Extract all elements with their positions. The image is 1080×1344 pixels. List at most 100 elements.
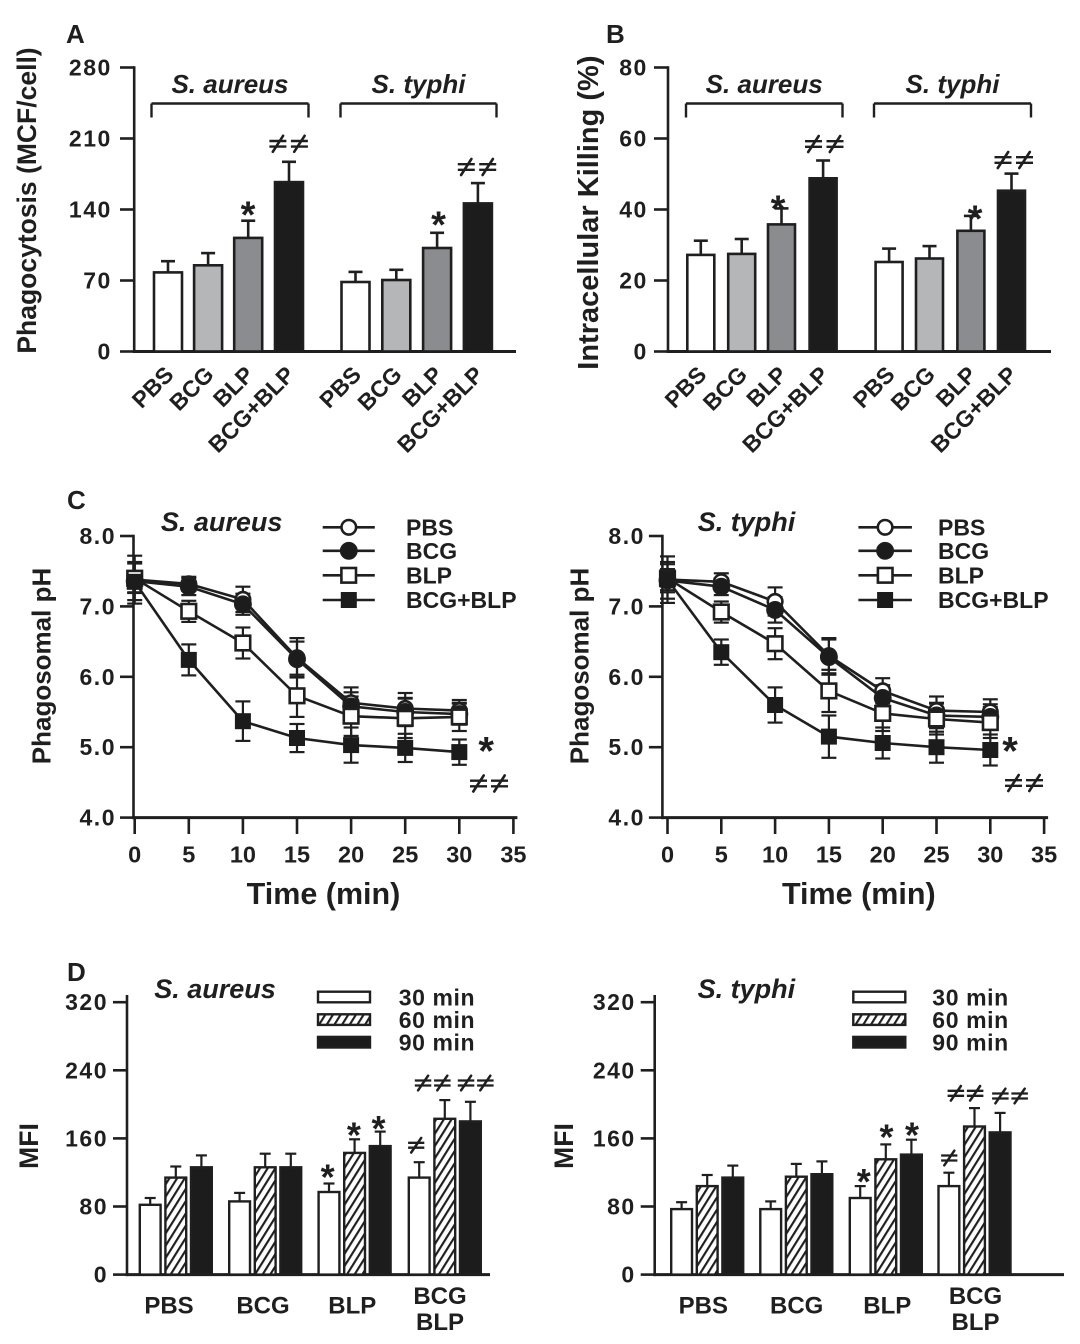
svg-text:BCG: BCG xyxy=(406,538,457,564)
svg-text:*: * xyxy=(347,1115,361,1156)
svg-text:5: 5 xyxy=(715,842,728,868)
svg-text:7.0: 7.0 xyxy=(80,593,116,619)
svg-text:*: * xyxy=(968,199,983,241)
svg-text:60: 60 xyxy=(619,126,648,152)
svg-text:BLP: BLP xyxy=(952,1309,1000,1336)
svg-text:5.0: 5.0 xyxy=(608,734,644,760)
svg-text:BLP: BLP xyxy=(406,563,452,589)
svg-text:25: 25 xyxy=(923,842,949,868)
svg-text:240: 240 xyxy=(593,1057,636,1083)
svg-text:160: 160 xyxy=(65,1125,108,1151)
svg-text:BCG+BLP: BCG+BLP xyxy=(938,587,1049,613)
svg-text:30: 30 xyxy=(977,842,1003,868)
svg-text:15: 15 xyxy=(816,842,842,868)
svg-text:PBS: PBS xyxy=(938,515,985,541)
svg-text:60 min: 60 min xyxy=(399,1007,475,1033)
svg-text:0: 0 xyxy=(128,842,141,868)
svg-text:S. aureus: S. aureus xyxy=(161,507,283,537)
svg-text:10: 10 xyxy=(230,842,256,868)
svg-text:S. aureus: S. aureus xyxy=(171,69,288,99)
svg-text:BCG: BCG xyxy=(413,1283,466,1310)
svg-text:*: * xyxy=(857,1161,871,1202)
svg-text:Phagosomal pH: Phagosomal pH xyxy=(27,568,57,764)
svg-text:PBS: PBS xyxy=(679,1293,728,1320)
svg-text:*: * xyxy=(371,1108,385,1149)
svg-text:8.0: 8.0 xyxy=(608,523,644,549)
svg-text:320: 320 xyxy=(65,989,108,1015)
svg-text:30 min: 30 min xyxy=(399,985,475,1011)
svg-text:PBS: PBS xyxy=(144,1293,193,1320)
svg-text:S. aureus: S. aureus xyxy=(706,69,823,99)
svg-text:80: 80 xyxy=(79,1194,108,1220)
svg-text:S. typhi: S. typhi xyxy=(698,974,796,1004)
svg-text:0: 0 xyxy=(621,1262,635,1288)
svg-text:80: 80 xyxy=(607,1194,636,1220)
svg-text:BLP: BLP xyxy=(938,563,984,589)
svg-text:D: D xyxy=(67,957,86,987)
svg-text:BLP: BLP xyxy=(416,1309,464,1336)
svg-text:30 min: 30 min xyxy=(932,985,1008,1011)
svg-text:*: * xyxy=(241,194,256,236)
svg-text:7.0: 7.0 xyxy=(608,593,644,619)
svg-text:BCG: BCG xyxy=(949,1283,1002,1310)
svg-text:30: 30 xyxy=(446,842,472,868)
svg-text:BCG+BLP: BCG+BLP xyxy=(406,587,517,613)
svg-text:6.0: 6.0 xyxy=(608,664,644,690)
svg-text:A: A xyxy=(66,19,85,49)
svg-text:90 min: 90 min xyxy=(399,1030,475,1056)
svg-text:BLP: BLP xyxy=(328,1293,376,1320)
svg-text:20: 20 xyxy=(619,268,648,294)
svg-text:S. typhi: S. typhi xyxy=(698,507,796,537)
svg-text:BCG: BCG xyxy=(236,1293,289,1320)
svg-text:S. typhi: S. typhi xyxy=(372,69,467,99)
svg-text:8.0: 8.0 xyxy=(80,523,116,549)
svg-text:B: B xyxy=(606,19,625,49)
svg-text:35: 35 xyxy=(1031,842,1057,868)
svg-text:Time (min): Time (min) xyxy=(782,877,936,911)
svg-text:6.0: 6.0 xyxy=(80,664,116,690)
svg-text:4.0: 4.0 xyxy=(80,805,116,831)
svg-text:15: 15 xyxy=(284,842,310,868)
svg-text:4.0: 4.0 xyxy=(608,805,644,831)
svg-text:MFI: MFI xyxy=(549,1123,579,1169)
svg-text:0: 0 xyxy=(98,339,112,365)
svg-text:0: 0 xyxy=(661,842,674,868)
svg-text:*: * xyxy=(879,1117,893,1158)
svg-text:25: 25 xyxy=(392,842,418,868)
svg-text:BCG: BCG xyxy=(938,538,989,564)
svg-text:160: 160 xyxy=(593,1125,636,1151)
svg-text:Time (min): Time (min) xyxy=(247,877,401,911)
svg-text:20: 20 xyxy=(338,842,364,868)
svg-text:90 min: 90 min xyxy=(932,1030,1008,1056)
svg-text:320: 320 xyxy=(593,989,636,1015)
svg-text:10: 10 xyxy=(762,842,788,868)
svg-text:0: 0 xyxy=(94,1262,108,1288)
svg-text:C: C xyxy=(67,485,86,515)
svg-text:210: 210 xyxy=(69,126,112,152)
svg-text:*: * xyxy=(431,205,446,247)
svg-text:*: * xyxy=(905,1115,919,1156)
svg-text:140: 140 xyxy=(69,197,112,223)
svg-text:60 min: 60 min xyxy=(932,1007,1008,1033)
svg-text:PBS: PBS xyxy=(406,515,453,541)
svg-text:0: 0 xyxy=(634,339,648,365)
svg-text:Phagocytosis (MCF/cell): Phagocytosis (MCF/cell) xyxy=(12,47,42,353)
svg-text:80: 80 xyxy=(619,55,648,81)
svg-text:Phagosomal pH: Phagosomal pH xyxy=(565,568,595,764)
svg-text:MFI: MFI xyxy=(14,1123,44,1169)
svg-text:*: * xyxy=(771,189,786,231)
svg-text:BLP: BLP xyxy=(863,1293,911,1320)
svg-text:S. aureus: S. aureus xyxy=(154,974,276,1004)
svg-text:S. typhi: S. typhi xyxy=(906,69,1001,99)
svg-text:*: * xyxy=(321,1156,335,1197)
svg-text:Intracellular Killing (%): Intracellular Killing (%) xyxy=(573,55,605,369)
svg-text:280: 280 xyxy=(69,55,112,81)
svg-text:240: 240 xyxy=(65,1057,108,1083)
svg-text:*: * xyxy=(1002,730,1018,774)
svg-text:5.0: 5.0 xyxy=(80,734,116,760)
svg-text:35: 35 xyxy=(500,842,526,868)
svg-text:5: 5 xyxy=(182,842,195,868)
svg-text:20: 20 xyxy=(870,842,896,868)
svg-text:*: * xyxy=(478,730,494,774)
svg-text:70: 70 xyxy=(83,268,112,294)
